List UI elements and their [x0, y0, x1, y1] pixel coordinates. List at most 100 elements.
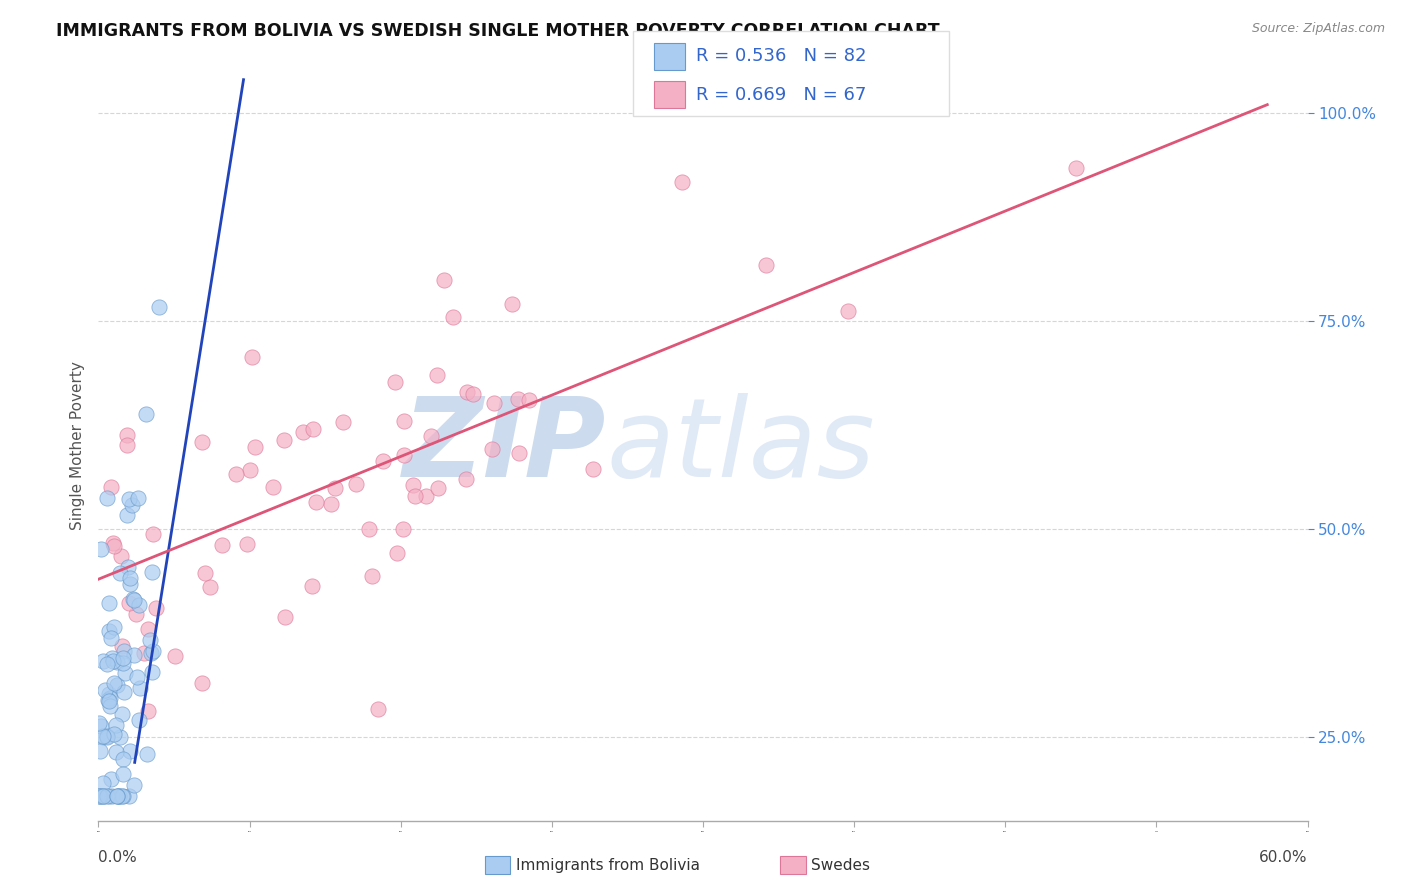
Immigrants from Bolivia: [112, 651, 135, 665]
Swedes: [111, 640, 134, 654]
Immigrants from Bolivia: [121, 498, 143, 512]
Swedes: [367, 702, 389, 716]
Immigrants from Bolivia: [100, 650, 122, 665]
Text: ZIP: ZIP: [402, 392, 606, 500]
Immigrants from Bolivia: [91, 654, 114, 668]
Immigrants from Bolivia: [97, 693, 120, 707]
Swedes: [142, 527, 165, 541]
Immigrants from Bolivia: [103, 676, 125, 690]
Immigrants from Bolivia: [101, 654, 124, 668]
Immigrants from Bolivia: [105, 655, 128, 669]
Immigrants from Bolivia: [108, 789, 131, 803]
Immigrants from Bolivia: [94, 683, 117, 698]
Y-axis label: Single Mother Poverty: Single Mother Poverty: [69, 361, 84, 531]
Immigrants from Bolivia: [105, 745, 128, 759]
Swedes: [404, 489, 426, 503]
Swedes: [508, 446, 530, 460]
Swedes: [243, 440, 266, 454]
Swedes: [211, 538, 233, 552]
Immigrants from Bolivia: [103, 620, 125, 634]
Immigrants from Bolivia: [124, 592, 146, 607]
Immigrants from Bolivia: [117, 560, 139, 574]
Immigrants from Bolivia: [98, 789, 121, 803]
Swedes: [235, 537, 257, 551]
Swedes: [115, 438, 138, 452]
Text: R = 0.669   N = 67: R = 0.669 N = 67: [696, 86, 866, 103]
Swedes: [357, 522, 380, 536]
Immigrants from Bolivia: [89, 789, 111, 803]
Swedes: [118, 596, 141, 610]
Immigrants from Bolivia: [120, 571, 142, 585]
Immigrants from Bolivia: [136, 747, 159, 761]
Immigrants from Bolivia: [89, 744, 111, 758]
Swedes: [239, 463, 262, 477]
Immigrants from Bolivia: [97, 624, 120, 638]
Swedes: [384, 375, 406, 389]
Immigrants from Bolivia: [112, 752, 135, 766]
Swedes: [671, 175, 693, 189]
Swedes: [301, 579, 323, 593]
Swedes: [134, 647, 156, 661]
Swedes: [481, 442, 503, 456]
Swedes: [415, 489, 437, 503]
Text: Swedes: Swedes: [811, 858, 870, 872]
Immigrants from Bolivia: [122, 778, 145, 792]
Immigrants from Bolivia: [96, 789, 118, 803]
Swedes: [517, 392, 540, 407]
Immigrants from Bolivia: [105, 789, 128, 803]
Immigrants from Bolivia: [110, 730, 132, 744]
Immigrants from Bolivia: [98, 597, 121, 611]
Swedes: [291, 425, 314, 439]
Text: atlas: atlas: [606, 392, 875, 500]
Swedes: [501, 296, 523, 310]
Immigrants from Bolivia: [128, 598, 150, 612]
Immigrants from Bolivia: [142, 644, 165, 658]
Immigrants from Bolivia: [141, 665, 163, 680]
Immigrants from Bolivia: [124, 648, 146, 662]
Immigrants from Bolivia: [127, 491, 149, 505]
Immigrants from Bolivia: [87, 716, 110, 731]
Immigrants from Bolivia: [118, 577, 141, 591]
Swedes: [110, 549, 132, 564]
Swedes: [124, 607, 146, 621]
Immigrants from Bolivia: [111, 707, 134, 722]
Swedes: [402, 478, 425, 492]
Immigrants from Bolivia: [111, 789, 134, 803]
Immigrants from Bolivia: [98, 691, 121, 706]
Immigrants from Bolivia: [100, 772, 122, 786]
Immigrants from Bolivia: [91, 789, 114, 803]
Immigrants from Bolivia: [98, 694, 121, 708]
Immigrants from Bolivia: [120, 744, 142, 758]
Swedes: [482, 396, 505, 410]
Swedes: [136, 704, 159, 718]
Swedes: [508, 392, 530, 407]
Immigrants from Bolivia: [139, 632, 162, 647]
Swedes: [427, 481, 450, 495]
Swedes: [302, 422, 325, 436]
Immigrants from Bolivia: [96, 730, 118, 744]
Swedes: [454, 472, 477, 486]
Swedes: [344, 476, 367, 491]
Swedes: [392, 414, 415, 428]
Swedes: [323, 481, 346, 495]
Immigrants from Bolivia: [105, 718, 128, 732]
Swedes: [371, 453, 394, 467]
Swedes: [392, 522, 415, 536]
Immigrants from Bolivia: [108, 566, 131, 580]
Swedes: [274, 610, 297, 624]
Swedes: [319, 497, 342, 511]
Immigrants from Bolivia: [129, 681, 152, 695]
Immigrants from Bolivia: [96, 657, 118, 671]
Swedes: [103, 539, 125, 553]
Text: 0.0%: 0.0%: [98, 850, 138, 864]
Text: Immigrants from Bolivia: Immigrants from Bolivia: [516, 858, 700, 872]
Immigrants from Bolivia: [93, 729, 115, 743]
Swedes: [420, 429, 443, 443]
Swedes: [115, 428, 138, 442]
Text: Source: ZipAtlas.com: Source: ZipAtlas.com: [1251, 22, 1385, 36]
Swedes: [163, 648, 186, 663]
Immigrants from Bolivia: [90, 719, 112, 733]
Swedes: [456, 385, 478, 400]
Immigrants from Bolivia: [117, 789, 139, 803]
Swedes: [582, 462, 605, 476]
